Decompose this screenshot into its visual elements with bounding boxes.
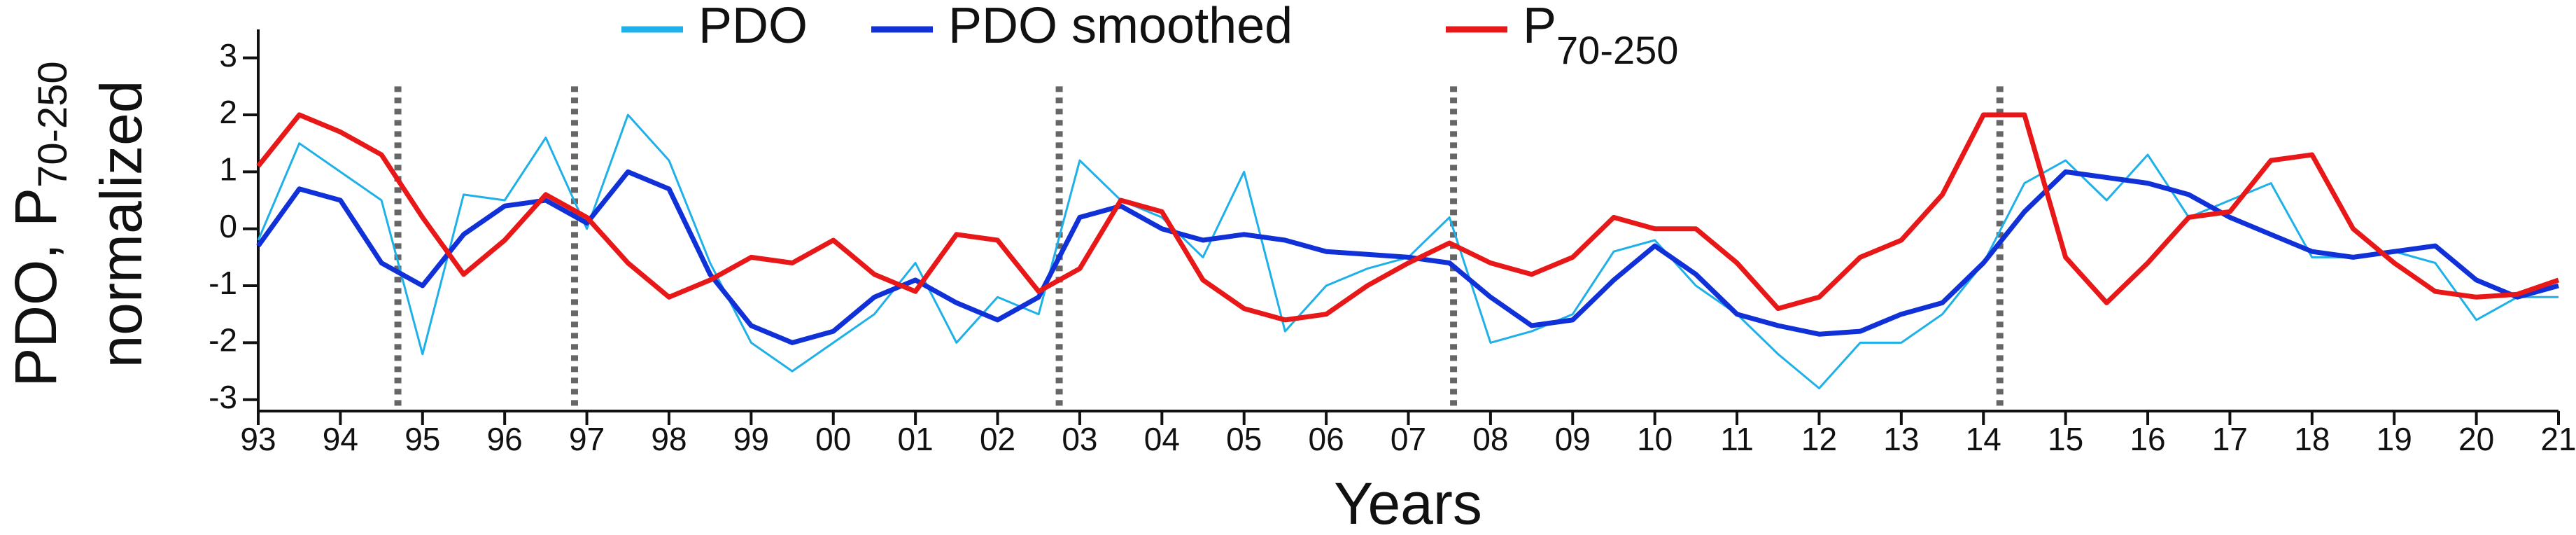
- y-axis-label-line2: normalized: [88, 81, 154, 368]
- y-tick-label: -2: [209, 322, 237, 359]
- y-tick-label: 3: [219, 37, 237, 74]
- series-line: [256, 169, 2559, 345]
- x-tick-label: 01: [898, 421, 934, 457]
- x-tick-label: 19: [2377, 421, 2412, 457]
- x-tick-label: 09: [1555, 421, 1591, 457]
- series-line: [257, 113, 2559, 389]
- x-tick-label: 04: [1144, 421, 1180, 457]
- y-tick-label: 0: [219, 208, 237, 244]
- x-tick-label: 06: [1309, 421, 1344, 457]
- x-tick-label: 03: [1062, 421, 1097, 457]
- legend-name: P: [1523, 0, 1556, 54]
- y-axis-label-text: PDO, P: [3, 188, 69, 387]
- legend-label: PDO: [698, 0, 808, 54]
- x-tick-label: 18: [2294, 421, 2330, 457]
- y-tick-label: -1: [209, 265, 237, 301]
- x-tick-label: 98: [651, 421, 687, 457]
- x-tick-label: 94: [323, 421, 358, 457]
- y-tick-label: 2: [219, 94, 237, 130]
- y-tick-label: -3: [209, 379, 237, 415]
- x-tick-label: 13: [1883, 421, 1919, 457]
- x-tick-label: 00: [815, 421, 851, 457]
- x-tick-label: 05: [1226, 421, 1262, 457]
- y-axis-label: PDO, P70-250: [3, 61, 76, 387]
- x-tick-label: 20: [2458, 421, 2494, 457]
- x-tick-label: 17: [2212, 421, 2248, 457]
- x-tick-label: 21: [2540, 421, 2576, 457]
- x-tick-label: 16: [2130, 421, 2165, 457]
- x-tick-label: 96: [487, 421, 523, 457]
- legend-label: PDO smoothed: [948, 0, 1293, 54]
- legend-name: PDO: [698, 0, 808, 54]
- legend-label: P70-250: [1523, 0, 1678, 72]
- x-tick-label: 12: [1801, 421, 1837, 457]
- series-line: [256, 112, 2560, 323]
- x-axis-label: Years: [1334, 471, 1482, 535]
- x-tick-label: 02: [980, 421, 1015, 457]
- x-tick-label: 93: [240, 421, 276, 457]
- x-tick-label: 11: [1720, 421, 1754, 457]
- y-tick-label: 1: [219, 151, 237, 188]
- x-tick-label: 99: [733, 421, 769, 457]
- x-tick-label: 14: [1966, 421, 2001, 457]
- x-tick-label: 08: [1472, 421, 1508, 457]
- legend-subscript: 70-250: [1556, 28, 1678, 72]
- y-axis-label-subscript: 70-250: [30, 61, 76, 188]
- x-tick-label: 10: [1637, 421, 1673, 457]
- legend-name: PDO smoothed: [948, 0, 1293, 54]
- x-tick-label: 15: [2048, 421, 2083, 457]
- x-tick-label: 95: [404, 421, 440, 457]
- x-tick-label: 97: [569, 421, 605, 457]
- x-tick-label: 07: [1391, 421, 1426, 457]
